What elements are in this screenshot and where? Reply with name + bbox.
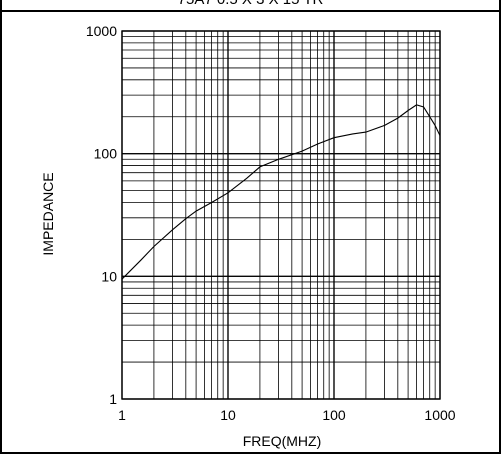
series-layer xyxy=(121,104,441,280)
x-tick-label: 1000 xyxy=(424,407,455,423)
y-tick-label: 10 xyxy=(101,268,117,284)
grid xyxy=(121,30,441,400)
tick-labels: 1 10 100 1000 1 10 100 1000 xyxy=(86,23,456,423)
chart-title: 75A7 0.5 X 3 X 15 TR xyxy=(0,0,501,8)
x-axis-label: FREQ(MHZ) xyxy=(243,433,322,449)
x-tick-label: 1 xyxy=(118,407,126,423)
x-tick-label: 10 xyxy=(220,407,236,423)
y-tick-label: 1000 xyxy=(86,23,117,39)
plot-border xyxy=(121,30,441,400)
y-axis-label: IMPEDANCE xyxy=(40,172,56,255)
impedance-curve xyxy=(121,104,441,280)
x-tick-label: 100 xyxy=(322,407,346,423)
title-divider xyxy=(0,10,501,12)
y-tick-label: 100 xyxy=(94,146,118,162)
y-tick-label: 1 xyxy=(109,391,117,407)
